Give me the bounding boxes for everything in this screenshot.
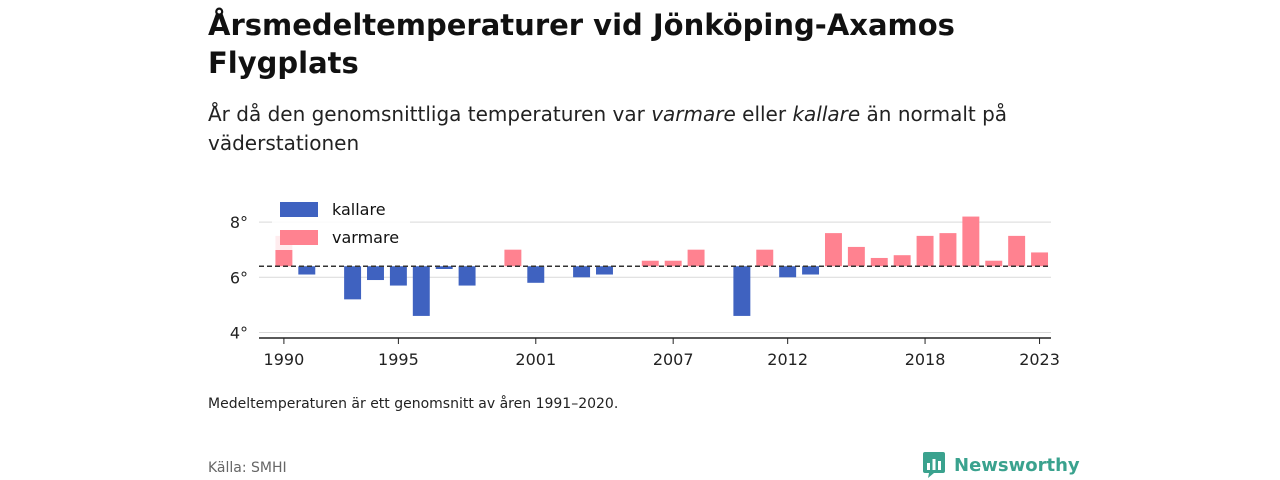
bar-colder [344, 266, 362, 300]
subtitle-text-1: År då den genomsnittliga temperaturen va… [208, 102, 652, 126]
bar-colder [596, 266, 613, 275]
brand-name: Newsworthy [954, 454, 1080, 476]
x-tick-label: 2018 [905, 350, 946, 369]
bar-warmer [664, 260, 682, 267]
y-tick-label: 4° [230, 323, 248, 342]
chart-note: Medeltemperaturen är ett genomsnitt av å… [208, 396, 619, 412]
bar-colder [802, 266, 820, 275]
x-tick-label: 1990 [264, 350, 305, 369]
chart-subtitle: År då den genomsnittliga temperaturen va… [208, 100, 1088, 158]
y-tick-label: 8° [230, 213, 248, 232]
bar-warmer [504, 249, 522, 267]
bar-colder [458, 266, 476, 286]
chart-title: Årsmedeltemperaturer vid Jönköping-Axamo… [208, 8, 955, 80]
subtitle-cold-word: kallare [792, 102, 861, 126]
x-tick-label: 2001 [515, 350, 556, 369]
subtitle-text-2: eller [735, 102, 793, 126]
y-tick-label: 6° [230, 268, 248, 287]
bar-warmer [824, 233, 842, 267]
bar-warmer [985, 260, 1003, 267]
bar-warmer [916, 235, 934, 267]
bar-warmer [1008, 235, 1026, 267]
x-tick-label: 2023 [1019, 350, 1060, 369]
bar-warmer [641, 260, 659, 267]
legend-label-warmer: varmare [332, 228, 399, 247]
x-tick-label: 2007 [653, 350, 694, 369]
legend-swatch-colder [280, 202, 318, 217]
bar-colder [412, 266, 430, 316]
bar-colder [527, 266, 545, 283]
bar-warmer [939, 233, 957, 267]
bar-colder [367, 266, 384, 281]
bar-warmer [687, 249, 705, 267]
bar-colder [779, 266, 797, 278]
bar-colder [298, 266, 316, 275]
subtitle-text-3: än normalt på väderstationen [208, 102, 1008, 155]
bar-warmer [893, 255, 911, 267]
bar-warmer [962, 216, 980, 267]
subtitle-warm-word: varmare [651, 102, 736, 126]
legend-swatch-warmer [280, 230, 318, 245]
x-tick-label: 1995 [378, 350, 419, 369]
bar-warmer [756, 249, 774, 267]
bar-warmer [870, 257, 888, 267]
brand-logo: Newsworthy [922, 451, 1080, 479]
bar-colder [435, 266, 453, 269]
source-credit: Källa: SMHI [208, 460, 287, 476]
x-tick-label: 2012 [767, 350, 808, 369]
bar-warmer [847, 246, 865, 267]
bar-chart: 4° 6° 8° 1990 1995 2001 2007 2012 2018 2023 kallar… [229, 200, 1060, 369]
bar-colder [733, 266, 751, 316]
bar-colder [389, 266, 407, 286]
bar-colder [573, 266, 591, 278]
newsworthy-logo-icon [923, 452, 945, 478]
bar-warmer [1031, 252, 1049, 267]
legend-label-colder: kallare [332, 200, 386, 219]
